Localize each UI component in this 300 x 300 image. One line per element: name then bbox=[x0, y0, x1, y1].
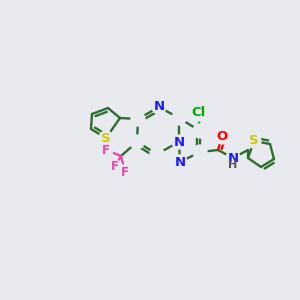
Circle shape bbox=[215, 130, 229, 144]
Circle shape bbox=[130, 135, 144, 149]
Circle shape bbox=[118, 165, 132, 179]
Text: N: N bbox=[227, 152, 239, 164]
Text: F: F bbox=[102, 143, 110, 157]
Circle shape bbox=[193, 145, 207, 159]
Circle shape bbox=[173, 155, 187, 169]
Text: Cl: Cl bbox=[191, 106, 205, 118]
Circle shape bbox=[247, 134, 261, 148]
Circle shape bbox=[99, 131, 113, 145]
Text: S: S bbox=[249, 134, 259, 148]
Circle shape bbox=[172, 111, 186, 125]
Text: O: O bbox=[216, 130, 228, 143]
Circle shape bbox=[131, 112, 145, 126]
Circle shape bbox=[150, 147, 164, 161]
Circle shape bbox=[189, 103, 207, 121]
Text: N: N bbox=[173, 136, 184, 148]
Circle shape bbox=[172, 135, 186, 149]
Text: S: S bbox=[101, 131, 111, 145]
Text: H: H bbox=[228, 160, 238, 170]
Text: N: N bbox=[174, 155, 186, 169]
Circle shape bbox=[193, 124, 207, 138]
Circle shape bbox=[99, 143, 113, 157]
Text: N: N bbox=[153, 100, 165, 113]
Circle shape bbox=[226, 151, 240, 165]
Circle shape bbox=[108, 160, 122, 174]
Circle shape bbox=[152, 100, 166, 114]
Text: F: F bbox=[111, 160, 119, 173]
Text: F: F bbox=[121, 166, 129, 178]
